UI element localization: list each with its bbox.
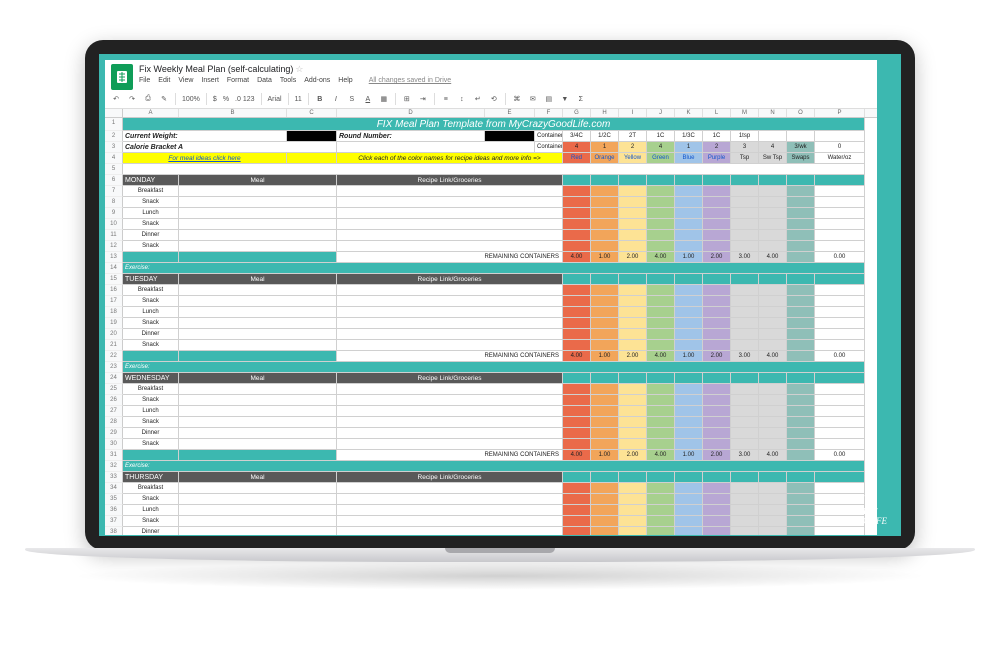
filter-icon[interactable]: ▼ bbox=[560, 94, 570, 104]
laptop-notch bbox=[445, 548, 555, 553]
borders-icon[interactable]: ⊞ bbox=[402, 94, 412, 104]
column-headers[interactable]: ABCDEFGHIJKLMNOP bbox=[105, 109, 877, 118]
menu-help[interactable]: Help bbox=[338, 77, 352, 84]
sheets-icon[interactable] bbox=[111, 64, 133, 90]
laptop-shadow bbox=[70, 562, 930, 590]
menubar: File Edit View Insert Format Data Tools … bbox=[139, 77, 451, 84]
menu-data[interactable]: Data bbox=[257, 77, 272, 84]
italic-icon[interactable]: I bbox=[331, 94, 341, 104]
decimal-button[interactable]: .0 123 bbox=[235, 96, 254, 103]
halign-icon[interactable]: ≡ bbox=[441, 94, 451, 104]
screen: Fix Weekly Meal Plan (self-calculating)☆… bbox=[99, 54, 901, 536]
print-icon[interactable]: ⎙ bbox=[143, 94, 153, 104]
menu-tools[interactable]: Tools bbox=[280, 77, 296, 84]
comment-icon[interactable]: ✉ bbox=[528, 94, 538, 104]
laptop-frame: Fix Weekly Meal Plan (self-calculating)☆… bbox=[85, 40, 915, 550]
textcolor-icon[interactable]: A bbox=[363, 94, 373, 104]
menu-file[interactable]: File bbox=[139, 77, 150, 84]
menu-format[interactable]: Format bbox=[227, 77, 249, 84]
redo-icon[interactable]: ↷ bbox=[127, 94, 137, 104]
save-status: All changes saved in Drive bbox=[369, 77, 452, 84]
chart-icon[interactable]: ▤ bbox=[544, 94, 554, 104]
zoom-select[interactable]: 100% bbox=[182, 96, 200, 103]
strike-icon[interactable]: S bbox=[347, 94, 357, 104]
menu-view[interactable]: View bbox=[178, 77, 193, 84]
menu-edit[interactable]: Edit bbox=[158, 77, 170, 84]
paint-icon[interactable]: ✎ bbox=[159, 94, 169, 104]
google-sheets-window: Fix Weekly Meal Plan (self-calculating)☆… bbox=[105, 60, 877, 535]
functions-icon[interactable]: Σ bbox=[576, 94, 586, 104]
undo-icon[interactable]: ↶ bbox=[111, 94, 121, 104]
currency-button[interactable]: $ bbox=[213, 96, 217, 103]
fill-icon[interactable]: ▦ bbox=[379, 94, 389, 104]
link-icon[interactable]: ⌘ bbox=[512, 94, 522, 104]
valign-icon[interactable]: ↕ bbox=[457, 94, 467, 104]
star-icon[interactable]: ☆ bbox=[295, 64, 303, 74]
rotate-icon[interactable]: ⟲ bbox=[489, 94, 499, 104]
bold-icon[interactable]: B bbox=[315, 94, 325, 104]
toolbar: ↶ ↷ ⎙ ✎ 100% $ % .0 123 Arial 11 B I S A… bbox=[105, 90, 877, 109]
blog-watermark: MY crazy GOOD LIFE bbox=[840, 495, 887, 526]
grid[interactable]: 1FIX Meal Plan Template from MyCrazyGood… bbox=[105, 118, 877, 535]
merge-icon[interactable]: ⇥ bbox=[418, 94, 428, 104]
menu-addons[interactable]: Add-ons bbox=[304, 77, 330, 84]
document-title[interactable]: Fix Weekly Meal Plan (self-calculating)☆ bbox=[139, 64, 451, 75]
fontsize-select[interactable]: 11 bbox=[295, 96, 302, 103]
font-select[interactable]: Arial bbox=[268, 96, 282, 103]
menu-insert[interactable]: Insert bbox=[201, 77, 219, 84]
wrap-icon[interactable]: ↵ bbox=[473, 94, 483, 104]
percent-button[interactable]: % bbox=[223, 96, 229, 103]
titlebar: Fix Weekly Meal Plan (self-calculating)☆… bbox=[105, 60, 877, 90]
